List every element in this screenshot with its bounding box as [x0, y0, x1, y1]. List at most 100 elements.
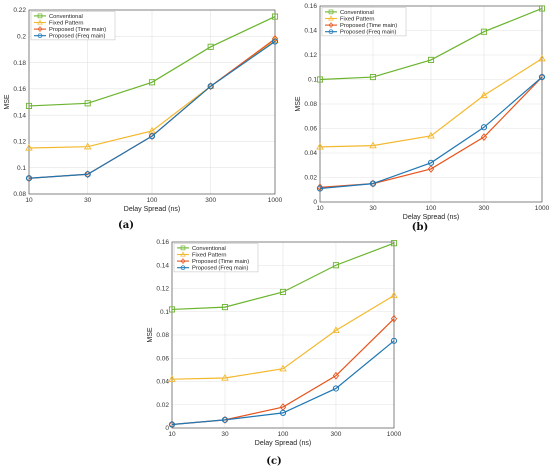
data-point-time [538, 73, 546, 81]
data-point-freq [316, 185, 324, 192]
legend-entry-fixed: Fixed Pattern [49, 21, 83, 27]
series-line-freq [319, 76, 543, 190]
data-point-freq [271, 38, 279, 45]
data-point-freq [84, 171, 91, 178]
y-axis-label: MSE [147, 327, 154, 343]
series-freq [316, 73, 546, 192]
data-point-time [25, 174, 33, 183]
panel-label: (c) [266, 456, 282, 467]
y-tick-label: 0.14 [13, 112, 26, 119]
data-point-time [480, 133, 488, 141]
data-point-conventional [538, 5, 546, 12]
data-point-freq [332, 385, 340, 392]
data-point-conventional [207, 43, 214, 50]
x-tick-label: 30 [221, 431, 229, 438]
data-point-freq [538, 73, 546, 81]
series-line-fixed [319, 58, 543, 148]
legend-marker-freq [180, 265, 186, 271]
data-point-fixed [221, 373, 229, 381]
series-conventional [168, 240, 398, 313]
legend-marker-time [328, 22, 334, 29]
data-point-freq [25, 175, 33, 182]
x-tick-label: 300 [479, 205, 490, 212]
legend-entry-freq: Proposed (Freq main) [49, 34, 105, 40]
data-point-freq [369, 180, 377, 187]
data-point-freq [148, 133, 156, 140]
data-point-fixed [168, 375, 176, 382]
data-point-freq [168, 421, 176, 428]
legend-entry-freq: Proposed (Freq main) [192, 266, 248, 272]
data-point-fixed [83, 142, 92, 150]
legend-marker-fixed [328, 15, 334, 21]
y-tick-label: 0.08 [13, 191, 26, 198]
x-axis-label: Delay Spread (ns) [403, 214, 459, 221]
legend-entry-time: Proposed (Time main) [340, 23, 397, 29]
legend-marker-time [180, 258, 186, 265]
x-axis-label: Delay Spread (ns) [255, 440, 311, 447]
y-tick-label: 0.08 [304, 101, 317, 108]
chart-panel-3: 0 0.02 0.04 0.06 0.08 0.1 0.12 0.14 0.16 10 30 100 3… [147, 239, 402, 467]
x-tick-label: 10 [25, 197, 33, 204]
series-freq [25, 38, 279, 182]
legend-entry-fixed: Fixed Pattern [192, 253, 226, 259]
legend-entry-fixed: Fixed Pattern [340, 17, 374, 23]
data-point-freq [279, 409, 287, 416]
chart-panel-1: 0.08 0.1 0.12 0.14 0.16 0.18 0.2 0.22 10 30 100 300… [4, 7, 283, 231]
series-freq [168, 337, 398, 428]
data-point-freq [390, 337, 398, 344]
data-point-time [390, 314, 398, 323]
legend-marker-conventional [37, 13, 43, 19]
y-tick-label: 0.1 [17, 165, 26, 172]
legend-marker-freq [37, 33, 43, 39]
legend-marker-fixed [37, 19, 43, 25]
legend-marker-freq [328, 29, 334, 35]
axes-frame [319, 5, 543, 203]
x-tick-label: 1000 [387, 431, 402, 438]
data-point-fixed [332, 326, 340, 333]
data-point-time [427, 165, 435, 173]
data-point-freq [427, 159, 435, 166]
legend-marker-conventional [180, 245, 186, 251]
series-line-conventional [28, 16, 276, 107]
data-point-conventional [168, 306, 176, 313]
x-tick-label: 30 [369, 205, 377, 212]
legend-entry-time: Proposed (Time main) [49, 27, 106, 33]
chart-panel-2: 0 0.02 0.04 0.06 0.08 0.1 0.12 0.14 0.16 10 30 100 3… [295, 3, 550, 233]
data-point-conventional [25, 102, 33, 109]
y-tick-label: 0.12 [304, 52, 317, 59]
data-point-fixed [369, 141, 377, 149]
data-point-conventional [84, 100, 91, 107]
series-conventional [316, 5, 546, 83]
panel-label: (b) [412, 222, 428, 233]
y-tick-label: 0.14 [156, 262, 169, 269]
data-point-fixed [25, 143, 33, 151]
data-point-fixed [427, 131, 435, 139]
x-tick-label: 100 [278, 431, 289, 438]
y-tick-label: 0.16 [304, 3, 317, 10]
data-point-conventional [221, 304, 229, 311]
data-point-conventional [316, 76, 324, 83]
data-point-conventional [480, 28, 488, 35]
series-conventional [25, 13, 279, 109]
x-axis-label: Delay Spread (ns) [124, 206, 180, 213]
data-point-fixed [390, 291, 398, 299]
y-tick-label: 0 [165, 425, 169, 432]
x-tick-label: 100 [147, 197, 158, 204]
y-tick-label: 0.1 [308, 77, 317, 84]
y-tick-label: 0.04 [156, 379, 169, 386]
y-tick-label: 0.08 [156, 332, 169, 339]
y-tick-label: 0.16 [156, 239, 169, 246]
data-point-freq [480, 124, 488, 131]
data-point-freq [207, 83, 214, 90]
data-point-conventional [332, 262, 340, 269]
data-point-time [168, 420, 176, 429]
y-tick-label: 0.12 [13, 139, 26, 146]
series-line-conventional [171, 242, 395, 311]
legend-marker-time [37, 26, 43, 33]
legend-entry-time: Proposed (Time main) [192, 259, 249, 265]
axes-frame [171, 241, 395, 429]
y-tick-label: 0.06 [156, 355, 169, 362]
series-line-conventional [319, 7, 543, 81]
